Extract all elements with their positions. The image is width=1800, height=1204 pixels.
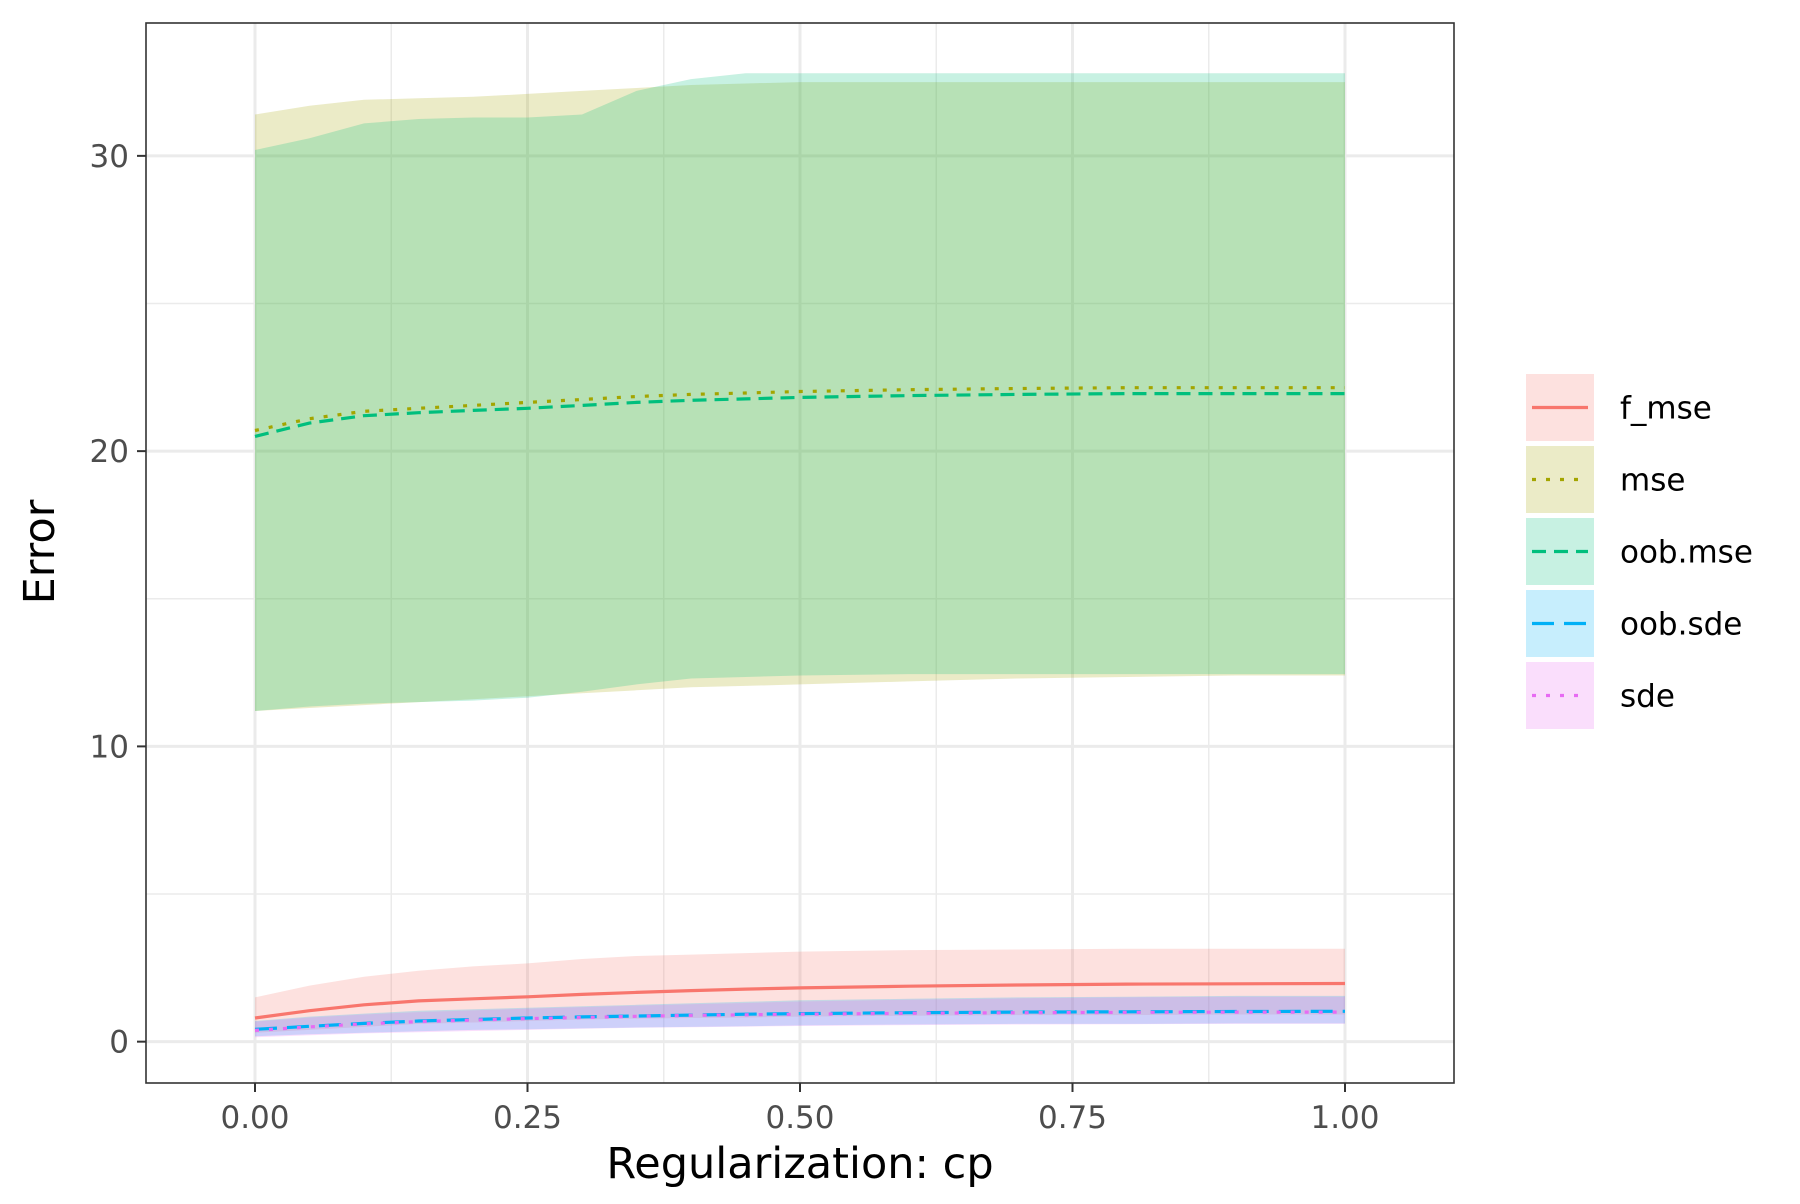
- x-tick-label: 1.00: [1310, 1100, 1379, 1136]
- major-grid: [146, 23, 1454, 1083]
- y-tick-label: 10: [90, 729, 129, 765]
- legend-label-mse: mse: [1620, 463, 1685, 499]
- line-oob.sde: [254, 1009, 1346, 1031]
- x-tick-label: 0.25: [493, 1100, 562, 1136]
- ribbon-oob.sde: [255, 995, 1345, 1037]
- x-tick-label: 0.75: [1038, 1100, 1107, 1136]
- line-oob.mse: [254, 392, 1345, 438]
- legend-label-oob.mse: oob.mse: [1620, 535, 1753, 571]
- x-tick-label: 0.00: [220, 1100, 289, 1136]
- y-tick-label: 0: [109, 1025, 129, 1061]
- y-tick-label: 30: [90, 139, 129, 175]
- line-f_mse: [254, 981, 1346, 1020]
- y-axis-label: Error: [15, 499, 65, 604]
- legend-label-sde: sde: [1620, 679, 1675, 715]
- y-tick-label: 20: [90, 434, 129, 470]
- ribbon-mse: [255, 82, 1345, 712]
- y-axis: 0 10 20 30: [90, 139, 146, 1061]
- x-axis: 0.00 0.25 0.50 0.75 1.00: [220, 1083, 1380, 1136]
- ribbon-sde: [255, 996, 1345, 1038]
- x-axis-label: Regularization: cp: [606, 1139, 993, 1189]
- ribbon-layer: [255, 73, 1345, 1038]
- legend-label-oob.sde: oob.sde: [1620, 607, 1742, 643]
- line-sde: [254, 1010, 1345, 1032]
- line-layer: [254, 386, 1346, 1032]
- legend-label-f_mse: f_mse: [1620, 391, 1712, 427]
- x-tick-label: 0.50: [765, 1100, 834, 1136]
